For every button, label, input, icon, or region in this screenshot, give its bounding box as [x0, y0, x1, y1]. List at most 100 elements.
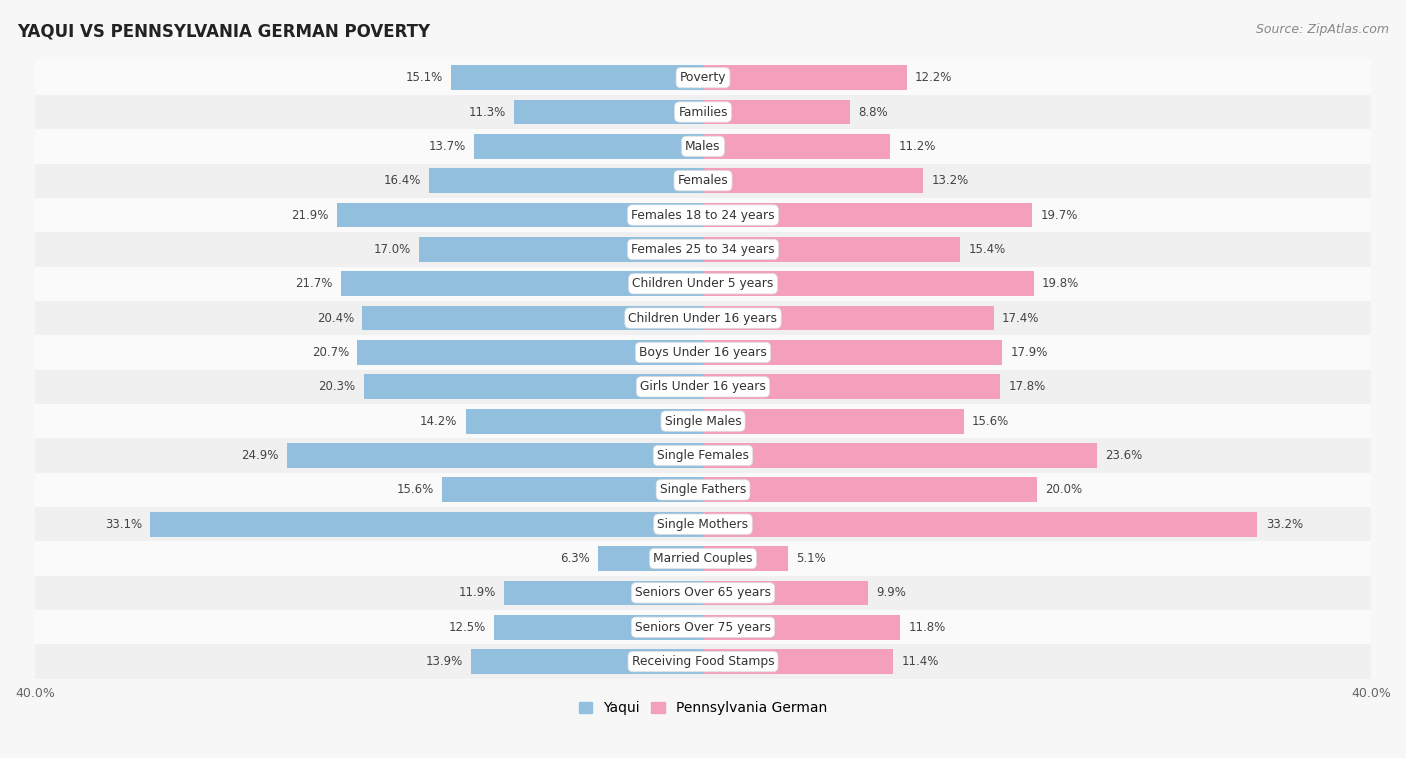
Bar — [703, 443, 1097, 468]
Text: Females 25 to 34 years: Females 25 to 34 years — [631, 243, 775, 256]
Text: Single Mothers: Single Mothers — [658, 518, 748, 531]
Bar — [35, 644, 1371, 678]
Bar — [357, 340, 703, 365]
Text: Families: Families — [678, 105, 728, 118]
Bar — [703, 547, 789, 571]
Text: 5.1%: 5.1% — [797, 552, 827, 565]
Bar — [703, 409, 963, 434]
Bar — [703, 65, 907, 90]
Text: 15.6%: 15.6% — [972, 415, 1010, 428]
Bar — [451, 65, 703, 90]
Text: 23.6%: 23.6% — [1105, 449, 1143, 462]
Text: Receiving Food Stamps: Receiving Food Stamps — [631, 655, 775, 668]
Bar — [35, 61, 1371, 95]
Text: Poverty: Poverty — [679, 71, 727, 84]
Text: Girls Under 16 years: Girls Under 16 years — [640, 381, 766, 393]
Bar — [363, 305, 703, 330]
Text: 21.7%: 21.7% — [295, 277, 332, 290]
Text: 6.3%: 6.3% — [560, 552, 589, 565]
Legend: Yaqui, Pennsylvania German: Yaqui, Pennsylvania German — [578, 701, 828, 715]
Text: Females: Females — [678, 174, 728, 187]
Text: 11.8%: 11.8% — [908, 621, 946, 634]
Text: Males: Males — [685, 140, 721, 153]
Bar — [35, 335, 1371, 370]
Bar — [703, 340, 1002, 365]
Bar — [703, 305, 994, 330]
Bar — [337, 202, 703, 227]
Text: 12.5%: 12.5% — [449, 621, 486, 634]
Text: Children Under 16 years: Children Under 16 years — [628, 312, 778, 324]
Bar — [495, 615, 703, 640]
Text: Single Females: Single Females — [657, 449, 749, 462]
Bar — [703, 581, 869, 605]
Text: 13.7%: 13.7% — [429, 140, 465, 153]
Text: Single Fathers: Single Fathers — [659, 484, 747, 496]
Text: 24.9%: 24.9% — [242, 449, 278, 462]
Bar — [419, 237, 703, 262]
Bar — [35, 404, 1371, 438]
Text: 17.8%: 17.8% — [1008, 381, 1046, 393]
Bar — [703, 512, 1257, 537]
Text: YAQUI VS PENNSYLVANIA GERMAN POVERTY: YAQUI VS PENNSYLVANIA GERMAN POVERTY — [17, 23, 430, 41]
Text: 8.8%: 8.8% — [858, 105, 889, 118]
Bar — [35, 473, 1371, 507]
Bar — [35, 232, 1371, 267]
Text: 20.7%: 20.7% — [312, 346, 349, 359]
Text: 33.1%: 33.1% — [104, 518, 142, 531]
Text: Children Under 5 years: Children Under 5 years — [633, 277, 773, 290]
Bar — [35, 164, 1371, 198]
Text: 11.2%: 11.2% — [898, 140, 936, 153]
Text: 20.4%: 20.4% — [316, 312, 354, 324]
Text: 17.9%: 17.9% — [1011, 346, 1047, 359]
Bar — [150, 512, 703, 537]
Bar — [35, 198, 1371, 232]
Bar — [703, 134, 890, 158]
Text: 11.3%: 11.3% — [468, 105, 506, 118]
Bar — [35, 438, 1371, 473]
Bar — [471, 650, 703, 674]
Bar — [340, 271, 703, 296]
Text: Seniors Over 75 years: Seniors Over 75 years — [636, 621, 770, 634]
Text: 17.4%: 17.4% — [1002, 312, 1039, 324]
Bar — [429, 168, 703, 193]
Text: 9.9%: 9.9% — [877, 587, 907, 600]
Text: Married Couples: Married Couples — [654, 552, 752, 565]
Text: 17.0%: 17.0% — [374, 243, 411, 256]
Bar — [35, 541, 1371, 576]
Text: Single Males: Single Males — [665, 415, 741, 428]
Bar — [703, 478, 1038, 503]
Text: 14.2%: 14.2% — [420, 415, 457, 428]
Bar — [515, 99, 703, 124]
Text: 11.4%: 11.4% — [901, 655, 939, 668]
Bar — [703, 271, 1033, 296]
Text: 19.7%: 19.7% — [1040, 208, 1078, 221]
Text: Females 18 to 24 years: Females 18 to 24 years — [631, 208, 775, 221]
Text: 15.6%: 15.6% — [396, 484, 434, 496]
Bar — [443, 478, 703, 503]
Text: 20.0%: 20.0% — [1046, 484, 1083, 496]
Bar — [35, 576, 1371, 610]
Text: 19.8%: 19.8% — [1042, 277, 1080, 290]
Bar — [703, 615, 900, 640]
Text: Source: ZipAtlas.com: Source: ZipAtlas.com — [1256, 23, 1389, 36]
Bar — [703, 237, 960, 262]
Bar — [703, 99, 851, 124]
Bar — [598, 547, 703, 571]
Bar — [287, 443, 703, 468]
Text: 21.9%: 21.9% — [291, 208, 329, 221]
Text: 20.3%: 20.3% — [319, 381, 356, 393]
Bar — [35, 610, 1371, 644]
Text: 15.1%: 15.1% — [405, 71, 443, 84]
Bar — [364, 374, 703, 399]
Text: Boys Under 16 years: Boys Under 16 years — [640, 346, 766, 359]
Bar — [703, 374, 1000, 399]
Text: 13.2%: 13.2% — [932, 174, 969, 187]
Bar — [505, 581, 703, 605]
Text: 33.2%: 33.2% — [1265, 518, 1303, 531]
Bar — [703, 168, 924, 193]
Bar — [35, 129, 1371, 164]
Text: 15.4%: 15.4% — [969, 243, 1005, 256]
Text: 16.4%: 16.4% — [384, 174, 420, 187]
Bar — [474, 134, 703, 158]
Bar — [465, 409, 703, 434]
